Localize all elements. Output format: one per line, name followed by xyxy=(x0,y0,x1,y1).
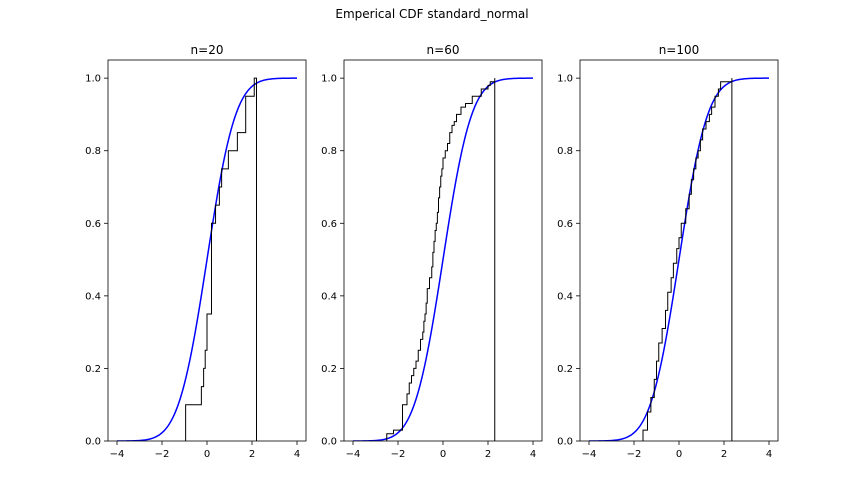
y-tick-label: 1.0 xyxy=(85,74,101,85)
x-tick-label: −2 xyxy=(155,449,170,460)
x-tick-label: −2 xyxy=(627,449,642,460)
figure-title: Emperical CDF standard_normal xyxy=(335,7,529,21)
y-tick-label: 0.2 xyxy=(321,364,337,375)
empirical-cdf-step xyxy=(642,78,733,441)
subplot-title: n=100 xyxy=(659,43,700,57)
x-tick-label: 0 xyxy=(676,449,682,460)
x-tick-label: 2 xyxy=(249,449,255,460)
x-tick-label: 4 xyxy=(766,449,772,460)
y-tick-label: 0.0 xyxy=(85,437,101,448)
y-tick-label: 1.0 xyxy=(321,74,337,85)
x-tick-label: −4 xyxy=(582,449,597,460)
x-tick-label: 4 xyxy=(294,449,300,460)
y-tick-label: 0.2 xyxy=(557,364,573,375)
x-tick-label: 4 xyxy=(530,449,536,460)
plot-area xyxy=(117,77,298,441)
y-tick-label: 0.8 xyxy=(557,146,573,157)
y-tick-label: 0.6 xyxy=(321,219,337,230)
subplot-3: −4 −2 0 2 4 0.0 0.2 0.4 0.6 0.8 1.0 n=100 xyxy=(557,43,779,460)
subplot-1: −4 −2 0 2 4 0.0 0.2 0.4 0.6 0.8 1.0 n=20 xyxy=(85,43,307,460)
theoretical-cdf-line xyxy=(353,77,534,441)
y-tick-label: 0.2 xyxy=(85,364,101,375)
y-tick-label: 0.0 xyxy=(557,437,573,448)
axes-frame xyxy=(579,59,779,442)
y-tick-label: 0.8 xyxy=(321,146,337,157)
y-tick-label: 0.6 xyxy=(557,219,573,230)
y-tick-label: 0.4 xyxy=(557,291,573,302)
subplot-title: n=20 xyxy=(191,43,224,57)
y-tick-label: 0.0 xyxy=(321,437,337,448)
y-tick-label: 0.4 xyxy=(85,291,101,302)
empirical-cdf-step xyxy=(185,77,257,441)
subplot-title: n=60 xyxy=(427,43,460,57)
y-tick-label: 1.0 xyxy=(557,74,573,85)
x-tick-label: −2 xyxy=(391,449,406,460)
axes-frame xyxy=(107,59,307,442)
x-tick-label: −4 xyxy=(110,449,125,460)
theoretical-cdf-line xyxy=(589,77,770,441)
y-tick-label: 0.4 xyxy=(321,291,337,302)
x-tick-label: 0 xyxy=(204,449,210,460)
plot-area xyxy=(353,77,534,441)
empirical-cdf-step xyxy=(386,78,496,441)
y-tick-label: 0.6 xyxy=(85,219,101,230)
x-tick-label: 0 xyxy=(440,449,446,460)
y-tick-label: 0.8 xyxy=(85,146,101,157)
x-tick-label: 2 xyxy=(485,449,491,460)
axes-frame xyxy=(343,59,543,442)
theoretical-cdf-line xyxy=(117,77,298,441)
plot-area xyxy=(589,77,770,441)
x-tick-label: 2 xyxy=(721,449,727,460)
x-tick-label: −4 xyxy=(346,449,361,460)
subplot-2: −4 −2 0 2 4 0.0 0.2 0.4 0.6 0.8 1.0 n=60 xyxy=(321,43,543,460)
